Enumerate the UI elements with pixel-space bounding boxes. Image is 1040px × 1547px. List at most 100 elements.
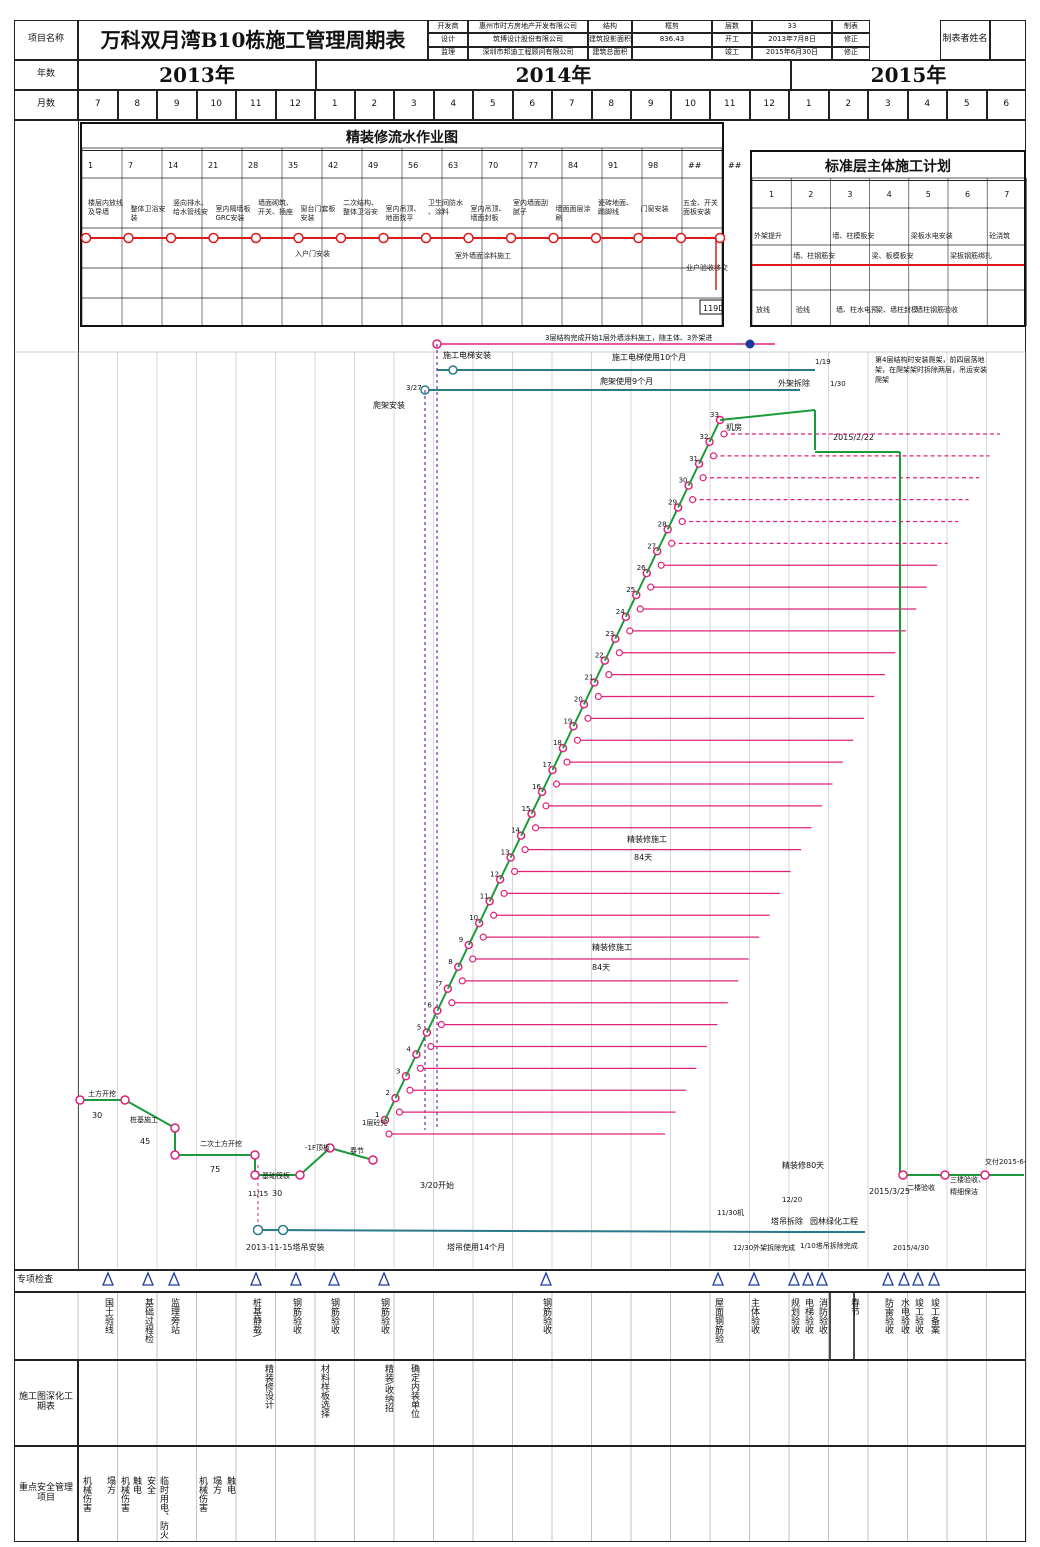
flow-node bbox=[250, 232, 262, 244]
deepen-row bbox=[78, 1360, 1026, 1446]
month-23: 5 bbox=[947, 90, 987, 120]
node bbox=[277, 1224, 289, 1236]
flow-total-box bbox=[699, 299, 723, 315]
std-day: 6 bbox=[965, 190, 970, 199]
safety-item: 临时用电、防火安全 bbox=[145, 1476, 168, 1539]
foundation-node bbox=[170, 1123, 180, 1133]
decor-node bbox=[668, 539, 676, 547]
decor-node bbox=[647, 583, 655, 591]
flow-task-label: 及导墙 bbox=[88, 207, 109, 216]
flow-task-label: 瓷砖地面、 bbox=[598, 198, 633, 207]
floor-label: 29 bbox=[668, 499, 677, 507]
inspection-item: 国土验线 bbox=[103, 1298, 113, 1334]
check-label: 精细保洁 bbox=[950, 1187, 978, 1196]
inspection-item: 竣工验收 bbox=[913, 1298, 923, 1334]
info-cell: 开发商 bbox=[428, 20, 468, 34]
month-11: 5 bbox=[473, 90, 513, 120]
flow-node bbox=[378, 232, 389, 244]
info-cell: 836.43 bbox=[632, 33, 712, 47]
inspection-marker bbox=[788, 1271, 800, 1286]
std-day: 1 bbox=[769, 190, 774, 199]
floor-label: 6 bbox=[427, 1002, 432, 1010]
month-3: 9 bbox=[157, 90, 197, 120]
safety-item: 机械伤害 bbox=[197, 1476, 207, 1512]
inspection-item: 基础过程检 bbox=[143, 1298, 153, 1343]
std-task-label: 外架提升 bbox=[754, 231, 782, 240]
floor-label: 27 bbox=[647, 542, 656, 550]
date-label: 11/15 bbox=[248, 1190, 268, 1198]
flow-task-label: 室内吊顶、 bbox=[471, 204, 506, 213]
tower-bar bbox=[257, 1229, 791, 1233]
decor-node bbox=[636, 605, 644, 613]
floor-label: 24 bbox=[616, 608, 625, 616]
foundation-line bbox=[124, 1099, 176, 1129]
flow-task-label: 踢脚线 bbox=[598, 207, 619, 216]
decor-node bbox=[688, 496, 697, 504]
flow-node bbox=[463, 232, 474, 244]
flow-node bbox=[293, 232, 304, 244]
flow-task-label: 室内隔墙板 bbox=[216, 204, 251, 213]
month-6: 12 bbox=[275, 90, 315, 120]
std-day: 5 bbox=[926, 190, 931, 199]
decor-node bbox=[584, 714, 592, 722]
inspection-marker bbox=[748, 1271, 760, 1286]
floor-label: 28 bbox=[658, 520, 667, 528]
scaffold-install-text: 爬架安装 bbox=[373, 400, 405, 410]
foundation-node bbox=[250, 1150, 260, 1160]
roof-line bbox=[719, 409, 816, 421]
std-subtask-label: 墙柱钢筋验收 bbox=[916, 305, 958, 314]
foundation-node bbox=[75, 1095, 85, 1105]
node bbox=[898, 1170, 908, 1180]
deepen-item: 精装修设计 bbox=[263, 1364, 273, 1409]
days-label: 45 bbox=[140, 1137, 150, 1146]
pile-label: 桩基施工 bbox=[130, 1115, 158, 1124]
month-21: 3 bbox=[868, 90, 908, 120]
foundation-node bbox=[295, 1170, 305, 1180]
spring-label: 春节 bbox=[350, 1146, 364, 1155]
info-cell: 框剪 bbox=[632, 20, 712, 34]
decor-node bbox=[416, 1064, 425, 1072]
flow-day-mark: 42 bbox=[328, 161, 338, 170]
floor-label: 31 bbox=[689, 455, 698, 463]
std-task-label: 梁板水电安装 bbox=[911, 231, 953, 240]
flow-task-label: 开关、插座 bbox=[258, 207, 293, 216]
tower-use-label: 塔吊使用14个月 bbox=[447, 1242, 505, 1252]
decor-node bbox=[406, 1086, 414, 1094]
inspection-marker bbox=[816, 1271, 828, 1286]
month-19: 1 bbox=[789, 90, 829, 120]
inspection-item: 钢筋验收 bbox=[329, 1298, 339, 1334]
decor-label: 精装修施工 bbox=[627, 834, 667, 844]
decor-node bbox=[678, 517, 686, 526]
date-label: 12/20 bbox=[782, 1196, 802, 1204]
inspection-label: 专项检查 bbox=[17, 1275, 54, 1286]
month-row-label: 月数 bbox=[14, 90, 78, 120]
decor-node bbox=[458, 977, 466, 985]
flow-day-mark: 7 bbox=[128, 161, 133, 170]
flow-task-label: 安装 bbox=[301, 213, 315, 222]
floor-label: 25 bbox=[626, 586, 635, 594]
floor-label: 14 bbox=[511, 827, 520, 835]
info-cell: 建筑投影面积 bbox=[588, 33, 632, 47]
handover-label: 交付2015-6- bbox=[985, 1157, 1027, 1166]
decor-node bbox=[490, 911, 498, 919]
inspection-items-row bbox=[14, 1292, 1026, 1360]
inspection-marker bbox=[912, 1271, 924, 1286]
year-2015: 2015年 bbox=[791, 60, 1026, 90]
floor-label: 5 bbox=[417, 1024, 421, 1032]
floor-label: 32 bbox=[700, 433, 709, 441]
info-cell: 修正 bbox=[832, 33, 870, 47]
flow-day-mark: 14 bbox=[168, 161, 178, 170]
inspection-marker bbox=[928, 1271, 940, 1286]
flow-node-end bbox=[714, 232, 726, 244]
std-section: 标准层主体施工计划 bbox=[750, 150, 1026, 327]
flow-node bbox=[675, 232, 687, 244]
decor-days: 84天 bbox=[634, 853, 652, 862]
info-cell: 竣工 bbox=[712, 46, 752, 60]
std-day: 3 bbox=[847, 190, 852, 199]
info-cell: 结构 bbox=[588, 20, 632, 34]
scaffold-remove-text: 外架拆除 bbox=[778, 378, 810, 388]
flow-day-mark: 35 bbox=[288, 161, 298, 170]
std-subtask-label: 墙、柱水电预 bbox=[836, 305, 878, 314]
decor-node bbox=[699, 474, 707, 482]
